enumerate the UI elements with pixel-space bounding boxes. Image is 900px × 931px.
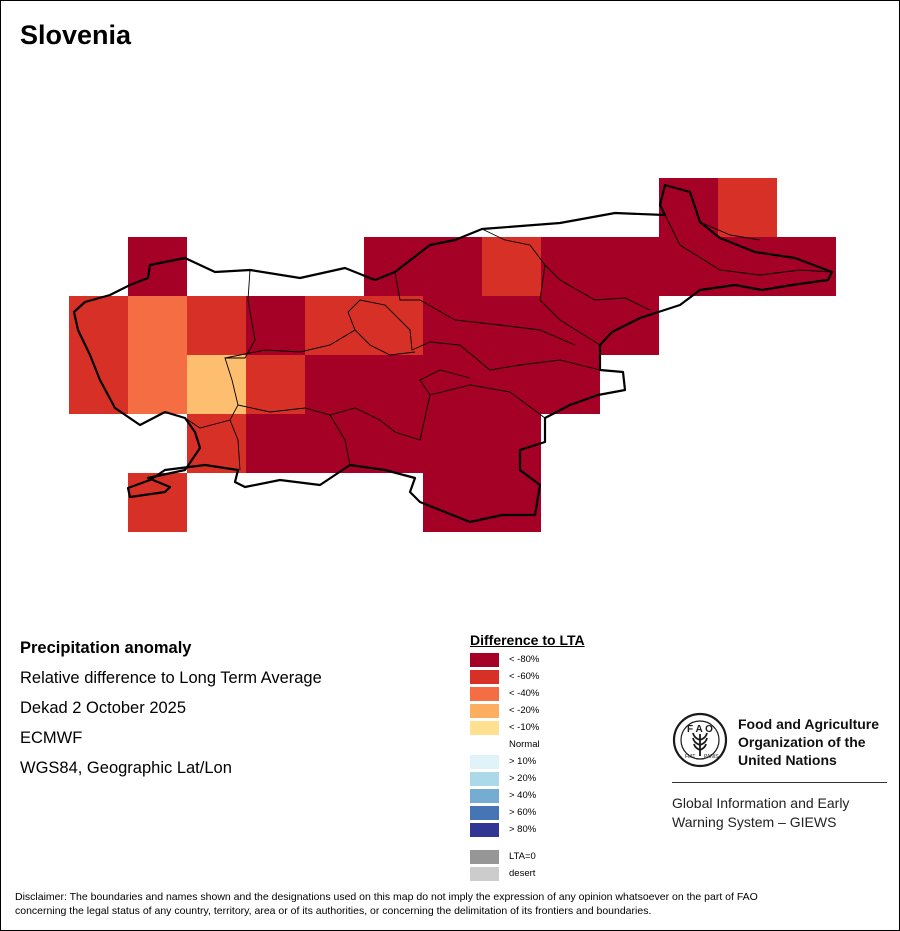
map-canvas — [69, 178, 836, 532]
map-title: Slovenia — [20, 20, 132, 50]
svg-text:FIAT: FIAT — [685, 754, 695, 760]
legend-item: < -40% — [470, 686, 585, 703]
anomaly-cell — [364, 414, 423, 473]
legend-swatch — [470, 670, 499, 684]
legend-item: > 20% — [470, 771, 585, 788]
legend-item: < -20% — [470, 703, 585, 720]
svg-text:PANIS: PANIS — [704, 754, 719, 760]
giews-line: Warning System – GIEWS — [672, 814, 837, 830]
legend-item: > 40% — [470, 788, 585, 805]
anomaly-cell — [187, 355, 246, 414]
legend-swatch — [470, 687, 499, 701]
anomaly-cell — [364, 237, 423, 296]
legend-item: desert — [470, 866, 585, 883]
legend-label: LTA=0 — [509, 851, 536, 862]
legend-label: desert — [509, 868, 536, 879]
product-subtitle: Relative difference to Long Term Average — [20, 669, 322, 687]
legend-item: > 10% — [470, 754, 585, 771]
legend-normal-label: Normal — [509, 739, 540, 750]
anomaly-cell — [777, 237, 836, 296]
anomaly-cell — [187, 296, 246, 355]
anomaly-cell — [718, 178, 777, 237]
legend-label: > 80% — [509, 824, 537, 835]
anomaly-cell — [482, 355, 541, 414]
projection-label: WGS84, Geographic Lat/Lon — [20, 759, 232, 777]
anomaly-cell — [482, 473, 541, 532]
anomaly-cell — [128, 355, 187, 414]
legend-swatch — [470, 704, 499, 718]
legend: Difference to LTA < -80% < -60% < -40% <… — [470, 632, 585, 883]
legend-item: < -10% — [470, 720, 585, 737]
anomaly-cell — [423, 237, 482, 296]
legend-title: Difference to LTA — [470, 632, 585, 648]
map-info-block: Precipitation anomaly Relative differenc… — [20, 638, 322, 788]
anomaly-cell — [541, 296, 600, 355]
disclaimer: Disclaimer: The boundaries and names sho… — [15, 890, 885, 918]
anomaly-cell — [659, 237, 718, 296]
anomaly-cell — [482, 237, 541, 296]
legend-swatch — [470, 772, 499, 786]
legend-swatch — [470, 806, 499, 820]
anomaly-cell — [482, 414, 541, 473]
product-heading: Precipitation anomaly — [20, 639, 192, 657]
anomaly-cell — [246, 355, 305, 414]
legend-label: < -80% — [509, 654, 540, 665]
fao-org-line: United Nations — [738, 752, 837, 768]
giews-name: Global Information and Early Warning Sys… — [672, 794, 849, 832]
data-source: ECMWF — [20, 729, 83, 747]
anomaly-cell — [305, 355, 364, 414]
anomaly-cell — [128, 237, 187, 296]
anomaly-cell — [187, 414, 246, 473]
anomaly-cell — [423, 414, 482, 473]
anomaly-cell — [69, 355, 128, 414]
disclaimer-line: concerning the legal status of any count… — [15, 905, 652, 917]
legend-label: < -60% — [509, 671, 540, 682]
legend-label: < -20% — [509, 705, 540, 716]
fao-logo-icon: F A O FIAT PANIS — [672, 712, 728, 768]
product-period: Dekad 2 October 2025 — [20, 699, 187, 717]
legend-swatch — [470, 789, 499, 803]
anomaly-cell — [246, 296, 305, 355]
giews-line: Global Information and Early — [672, 795, 850, 811]
legend-label: > 40% — [509, 790, 537, 801]
anomaly-cell — [423, 296, 482, 355]
fao-organization-name: Food and Agriculture Organization of the… — [738, 715, 879, 769]
legend-label: > 10% — [509, 756, 537, 767]
anomaly-cell — [423, 355, 482, 414]
anomaly-cell — [541, 237, 600, 296]
anomaly-cell — [364, 355, 423, 414]
disclaimer-line: Disclaimer: The boundaries and names sho… — [15, 891, 758, 903]
legend-item: LTA=0 — [470, 849, 585, 866]
legend-swatch — [470, 867, 499, 881]
legend-swatch — [470, 823, 499, 837]
legend-item: < -60% — [470, 669, 585, 686]
legend-label: > 20% — [509, 773, 537, 784]
fao-org-line: Food and Agriculture — [738, 716, 880, 732]
anomaly-cell — [482, 296, 541, 355]
legend-swatch — [470, 653, 499, 667]
legend-item: > 80% — [470, 822, 585, 839]
anomaly-cell — [600, 237, 659, 296]
legend-item: < -80% — [470, 652, 585, 669]
legend-item: > 60% — [470, 805, 585, 822]
svg-text:F A O: F A O — [687, 724, 713, 735]
anomaly-cell — [69, 296, 128, 355]
legend-label: < -40% — [509, 688, 540, 699]
region-boundaries — [184, 214, 833, 471]
legend-item: Normal — [470, 737, 585, 754]
legend-label: > 60% — [509, 807, 537, 818]
anomaly-cell — [423, 473, 482, 532]
legend-swatch — [470, 755, 499, 769]
fao-org-line: Organization of the — [738, 734, 866, 750]
divider — [672, 782, 887, 783]
legend-swatch — [470, 721, 499, 735]
anomaly-cell — [128, 296, 187, 355]
anomaly-cell — [246, 414, 305, 473]
anomaly-cell — [305, 414, 364, 473]
anomaly-cell — [600, 296, 659, 355]
legend-swatch — [470, 850, 499, 864]
legend-label: < -10% — [509, 722, 540, 733]
anomaly-cell — [364, 296, 423, 355]
